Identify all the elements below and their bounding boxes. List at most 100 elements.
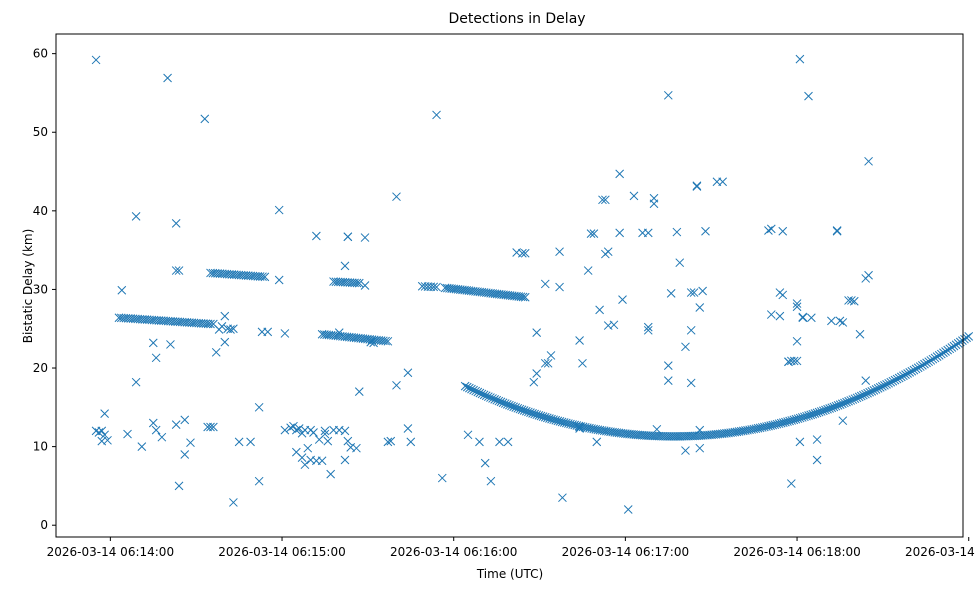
data-point <box>595 305 604 315</box>
data-point <box>869 386 879 395</box>
data-point <box>643 322 653 332</box>
data-point <box>473 387 483 397</box>
data-point <box>174 481 184 491</box>
data-point <box>403 424 413 433</box>
data-point <box>775 311 785 321</box>
y-tick-label: 0 <box>40 518 48 532</box>
data-point <box>609 320 619 330</box>
data-point <box>166 340 175 349</box>
data-point <box>920 359 929 369</box>
data-point <box>343 232 353 242</box>
data-point <box>623 505 633 514</box>
data-point <box>103 435 112 445</box>
data-point <box>861 376 871 385</box>
data-point <box>352 443 361 453</box>
data-point <box>964 331 974 341</box>
data-point <box>764 226 773 235</box>
data-point <box>495 437 504 447</box>
data-point <box>174 266 184 275</box>
data-point <box>695 303 705 312</box>
data-point <box>151 353 161 363</box>
data-point <box>671 432 681 441</box>
data-point <box>939 348 948 358</box>
data-point <box>300 460 310 470</box>
data-point <box>462 382 472 392</box>
data-point <box>907 366 917 376</box>
data-point <box>947 343 957 352</box>
data-point <box>936 349 946 359</box>
data-point <box>246 437 255 447</box>
data-point <box>206 319 215 329</box>
data-point <box>171 219 181 228</box>
y-tick-label: 30 <box>33 282 48 296</box>
data-point <box>673 432 683 441</box>
data-point <box>583 266 593 275</box>
data-point <box>832 226 842 236</box>
data-point <box>795 437 805 447</box>
data-point <box>291 425 301 435</box>
data-point <box>643 325 653 335</box>
data-point <box>892 374 902 384</box>
data-point <box>629 191 639 201</box>
x-tick-label: 2026-03-14 06:16:00 <box>390 545 517 559</box>
data-point <box>896 372 906 382</box>
data-points <box>91 54 974 514</box>
data-point <box>392 380 401 390</box>
data-point <box>303 443 313 453</box>
data-point <box>658 431 668 441</box>
data-point <box>148 418 158 428</box>
y-tick-label: 40 <box>33 204 48 218</box>
data-point <box>220 311 230 321</box>
data-point <box>615 228 625 238</box>
y-axis-label: Bistatic Delay (km) <box>21 229 35 344</box>
data-point <box>229 324 238 334</box>
data-point <box>692 181 702 191</box>
data-point <box>180 450 190 459</box>
data-point <box>323 436 333 446</box>
data-point <box>558 493 567 503</box>
data-point <box>847 296 856 305</box>
y-tick-label: 60 <box>33 47 48 61</box>
data-point <box>254 476 264 486</box>
data-point <box>945 344 955 354</box>
data-point <box>254 402 264 412</box>
data-point <box>234 437 244 447</box>
data-point <box>381 336 390 346</box>
data-point <box>540 358 550 368</box>
data-point <box>578 358 587 368</box>
data-point <box>884 378 894 388</box>
data-point <box>131 377 141 387</box>
data-point <box>312 231 321 241</box>
data-point <box>941 347 950 356</box>
data-point <box>943 345 953 355</box>
data-point <box>280 329 290 338</box>
data-point <box>643 228 653 238</box>
data-point <box>226 325 235 334</box>
data-point <box>471 386 481 396</box>
x-tick-label: 2026-03-14 06:19:00 <box>905 545 979 559</box>
data-point <box>886 377 896 387</box>
data-point <box>875 383 885 392</box>
data-point <box>865 387 875 397</box>
data-point <box>654 431 664 441</box>
data-point <box>692 182 702 191</box>
data-point <box>437 473 447 483</box>
data-point <box>340 426 350 436</box>
data-point <box>899 371 908 381</box>
data-point <box>905 368 915 377</box>
data-point <box>540 279 550 289</box>
data-point <box>403 368 413 378</box>
data-point <box>131 211 141 221</box>
data-point <box>798 313 808 323</box>
data-point <box>383 336 393 346</box>
data-point <box>209 422 218 432</box>
data-point <box>354 387 364 396</box>
data-point <box>503 437 513 447</box>
data-point <box>867 386 877 396</box>
data-point <box>675 258 685 268</box>
data-point <box>932 352 942 362</box>
data-point <box>812 435 822 444</box>
data-point <box>340 261 350 271</box>
data-point <box>529 377 539 387</box>
data-point <box>922 358 931 368</box>
